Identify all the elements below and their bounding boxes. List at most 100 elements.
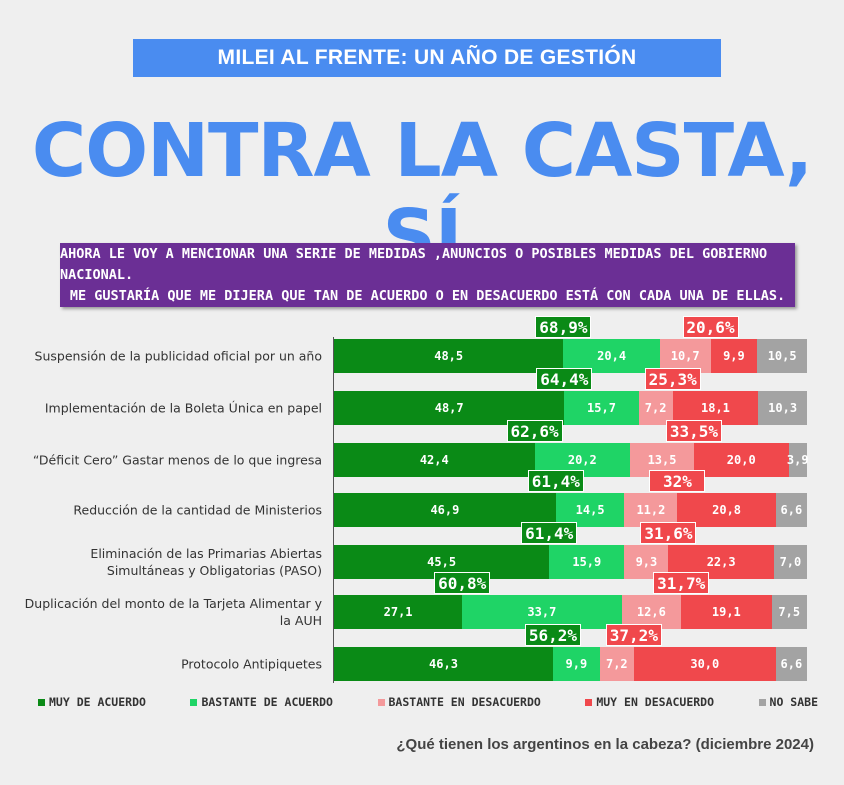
bar-segment: 18,1 bbox=[672, 391, 759, 425]
bar-segment: 6,6 bbox=[775, 493, 807, 527]
total-agree-badge: 60,8% bbox=[434, 572, 491, 594]
data-label: 11,2 bbox=[636, 503, 666, 517]
total-disagree-badge: 37,2% bbox=[605, 624, 662, 646]
bar-segment: 9,9 bbox=[710, 339, 758, 373]
total-disagree-badge: 31,7% bbox=[653, 572, 710, 594]
data-label: 7,5 bbox=[778, 605, 801, 619]
category-label: Implementación de la Boleta Única en pap… bbox=[44, 400, 322, 416]
legend-item: Muy en desacuerdo bbox=[585, 695, 714, 709]
total-agree-badge: 61,4% bbox=[521, 522, 578, 544]
bar-segment: 14,5 bbox=[555, 493, 625, 527]
bar-segment: 20,8 bbox=[677, 493, 776, 527]
data-label: 10,5 bbox=[767, 349, 797, 363]
legend-label: Muy de acuerdo bbox=[49, 695, 146, 709]
bar-segment: 10,3 bbox=[758, 391, 807, 425]
category-label: Protocolo Antipiquetes bbox=[181, 656, 322, 672]
total-agree-badge: 61,4% bbox=[527, 470, 584, 492]
total-disagree-badge: 25,3% bbox=[644, 368, 701, 390]
legend-label: No sabe bbox=[769, 695, 818, 709]
bar-segment: 42,4 bbox=[334, 443, 535, 477]
total-agree-badge: 68,9% bbox=[535, 316, 592, 338]
bar-segment: 19,1 bbox=[681, 595, 772, 629]
total-agree-badge: 56,2% bbox=[524, 624, 581, 646]
total-agree-badge: 64,4% bbox=[536, 368, 593, 390]
bar-segment: 48,7 bbox=[334, 391, 565, 425]
data-label: 9,9 bbox=[565, 657, 588, 671]
legend-swatch bbox=[377, 698, 385, 706]
survey-question: AHORA LE VOY A MENCIONAR UNA SERIE DE ME… bbox=[60, 243, 795, 307]
data-label: 20,0 bbox=[726, 453, 756, 467]
category-label: Reducción de la cantidad de Ministerios bbox=[73, 502, 322, 518]
data-label: 7,0 bbox=[779, 555, 802, 569]
category-label: “Déficit Cero” Gastar menos de lo que in… bbox=[32, 452, 322, 468]
data-label: 9,3 bbox=[635, 555, 658, 569]
source-note: ¿Qué tienen los argentinos en la cabeza?… bbox=[396, 736, 814, 753]
bar-segment: 9,9 bbox=[552, 647, 600, 681]
category-label: Duplicación del monto de la Tarjeta Alim… bbox=[24, 596, 322, 628]
legend-swatch bbox=[585, 698, 593, 706]
bar-segment: 11,2 bbox=[624, 493, 678, 527]
page-title: CONTRA LA CASTA, SÍ bbox=[31, 108, 813, 280]
bar-segment: 7,2 bbox=[599, 647, 634, 681]
data-label: 20,8 bbox=[712, 503, 742, 517]
bar-segment: 22,3 bbox=[668, 545, 774, 579]
data-label: 30,0 bbox=[690, 657, 720, 671]
y-axis-line bbox=[333, 337, 334, 683]
legend-swatch bbox=[190, 698, 198, 706]
bar-segment: 20,0 bbox=[693, 443, 789, 477]
bar-segment: 46,3 bbox=[334, 647, 553, 681]
bar-segment: 46,9 bbox=[334, 493, 556, 527]
data-label: 10,3 bbox=[768, 401, 798, 415]
legend-item: Bastante en desacuerdo bbox=[377, 695, 541, 709]
bar-segment: 20,4 bbox=[563, 339, 660, 373]
category-label: Eliminación de las Primarias Abiertas Si… bbox=[90, 546, 322, 578]
data-label: 14,5 bbox=[575, 503, 605, 517]
data-label: 46,9 bbox=[430, 503, 460, 517]
data-label: 12,6 bbox=[636, 605, 666, 619]
data-label: 22,3 bbox=[706, 555, 736, 569]
bar-segment: 7,2 bbox=[638, 391, 673, 425]
category-label: Suspensión de la publicidad oficial por … bbox=[34, 348, 322, 364]
data-label: 42,4 bbox=[419, 453, 449, 467]
bar-segment: 6,6 bbox=[775, 647, 807, 681]
legend-swatch bbox=[38, 698, 45, 706]
legend-item: No sabe bbox=[758, 695, 818, 709]
total-agree-badge: 62,6% bbox=[506, 420, 563, 442]
total-disagree-badge: 31,6% bbox=[640, 522, 697, 544]
question-line-1: AHORA LE VOY A MENCIONAR UNA SERIE DE ME… bbox=[60, 245, 768, 283]
data-label: 48,5 bbox=[434, 349, 464, 363]
legend-label: Muy en desacuerdo bbox=[596, 695, 715, 709]
total-disagree-badge: 32% bbox=[649, 470, 706, 492]
data-label: 9,9 bbox=[723, 349, 745, 363]
legend-item: Bastante de acuerdo bbox=[190, 695, 333, 709]
data-label: 7,2 bbox=[644, 401, 667, 415]
data-label: 10,7 bbox=[670, 349, 700, 363]
bar-segment: 48,5 bbox=[334, 339, 564, 373]
data-label: 15,9 bbox=[572, 555, 602, 569]
bar-segment: 27,1 bbox=[334, 595, 463, 629]
legend-item: Muy de acuerdo bbox=[38, 695, 146, 709]
data-label: 46,3 bbox=[429, 657, 458, 671]
bar-segment: 10,7 bbox=[659, 339, 711, 373]
data-label: 18,1 bbox=[701, 401, 730, 415]
data-label: 27,1 bbox=[383, 605, 413, 619]
data-label: 6,6 bbox=[780, 657, 803, 671]
header-banner: MILEI AL FRENTE: UN AÑO DE GESTIÓN bbox=[133, 39, 721, 77]
legend-swatch bbox=[758, 698, 766, 706]
bar-segment: 3,9 bbox=[786, 443, 809, 477]
bar-segment: 15,9 bbox=[549, 545, 625, 579]
legend-label: Bastante de acuerdo bbox=[201, 695, 333, 709]
total-disagree-badge: 20,6% bbox=[682, 316, 739, 338]
bar-segment: 7,0 bbox=[773, 545, 807, 579]
data-label: 33,7 bbox=[527, 605, 557, 619]
bar-segment: 30,0 bbox=[633, 647, 776, 681]
bar-segment: 12,6 bbox=[621, 595, 682, 629]
data-label: 13,5 bbox=[647, 453, 677, 467]
data-label: 6,6 bbox=[780, 503, 803, 517]
data-label: 15,7 bbox=[587, 401, 616, 415]
data-label: 3,9 bbox=[786, 453, 809, 467]
data-label: 45,5 bbox=[427, 555, 457, 569]
bar-segment: 33,7 bbox=[462, 595, 622, 629]
data-label: 19,1 bbox=[711, 605, 741, 619]
